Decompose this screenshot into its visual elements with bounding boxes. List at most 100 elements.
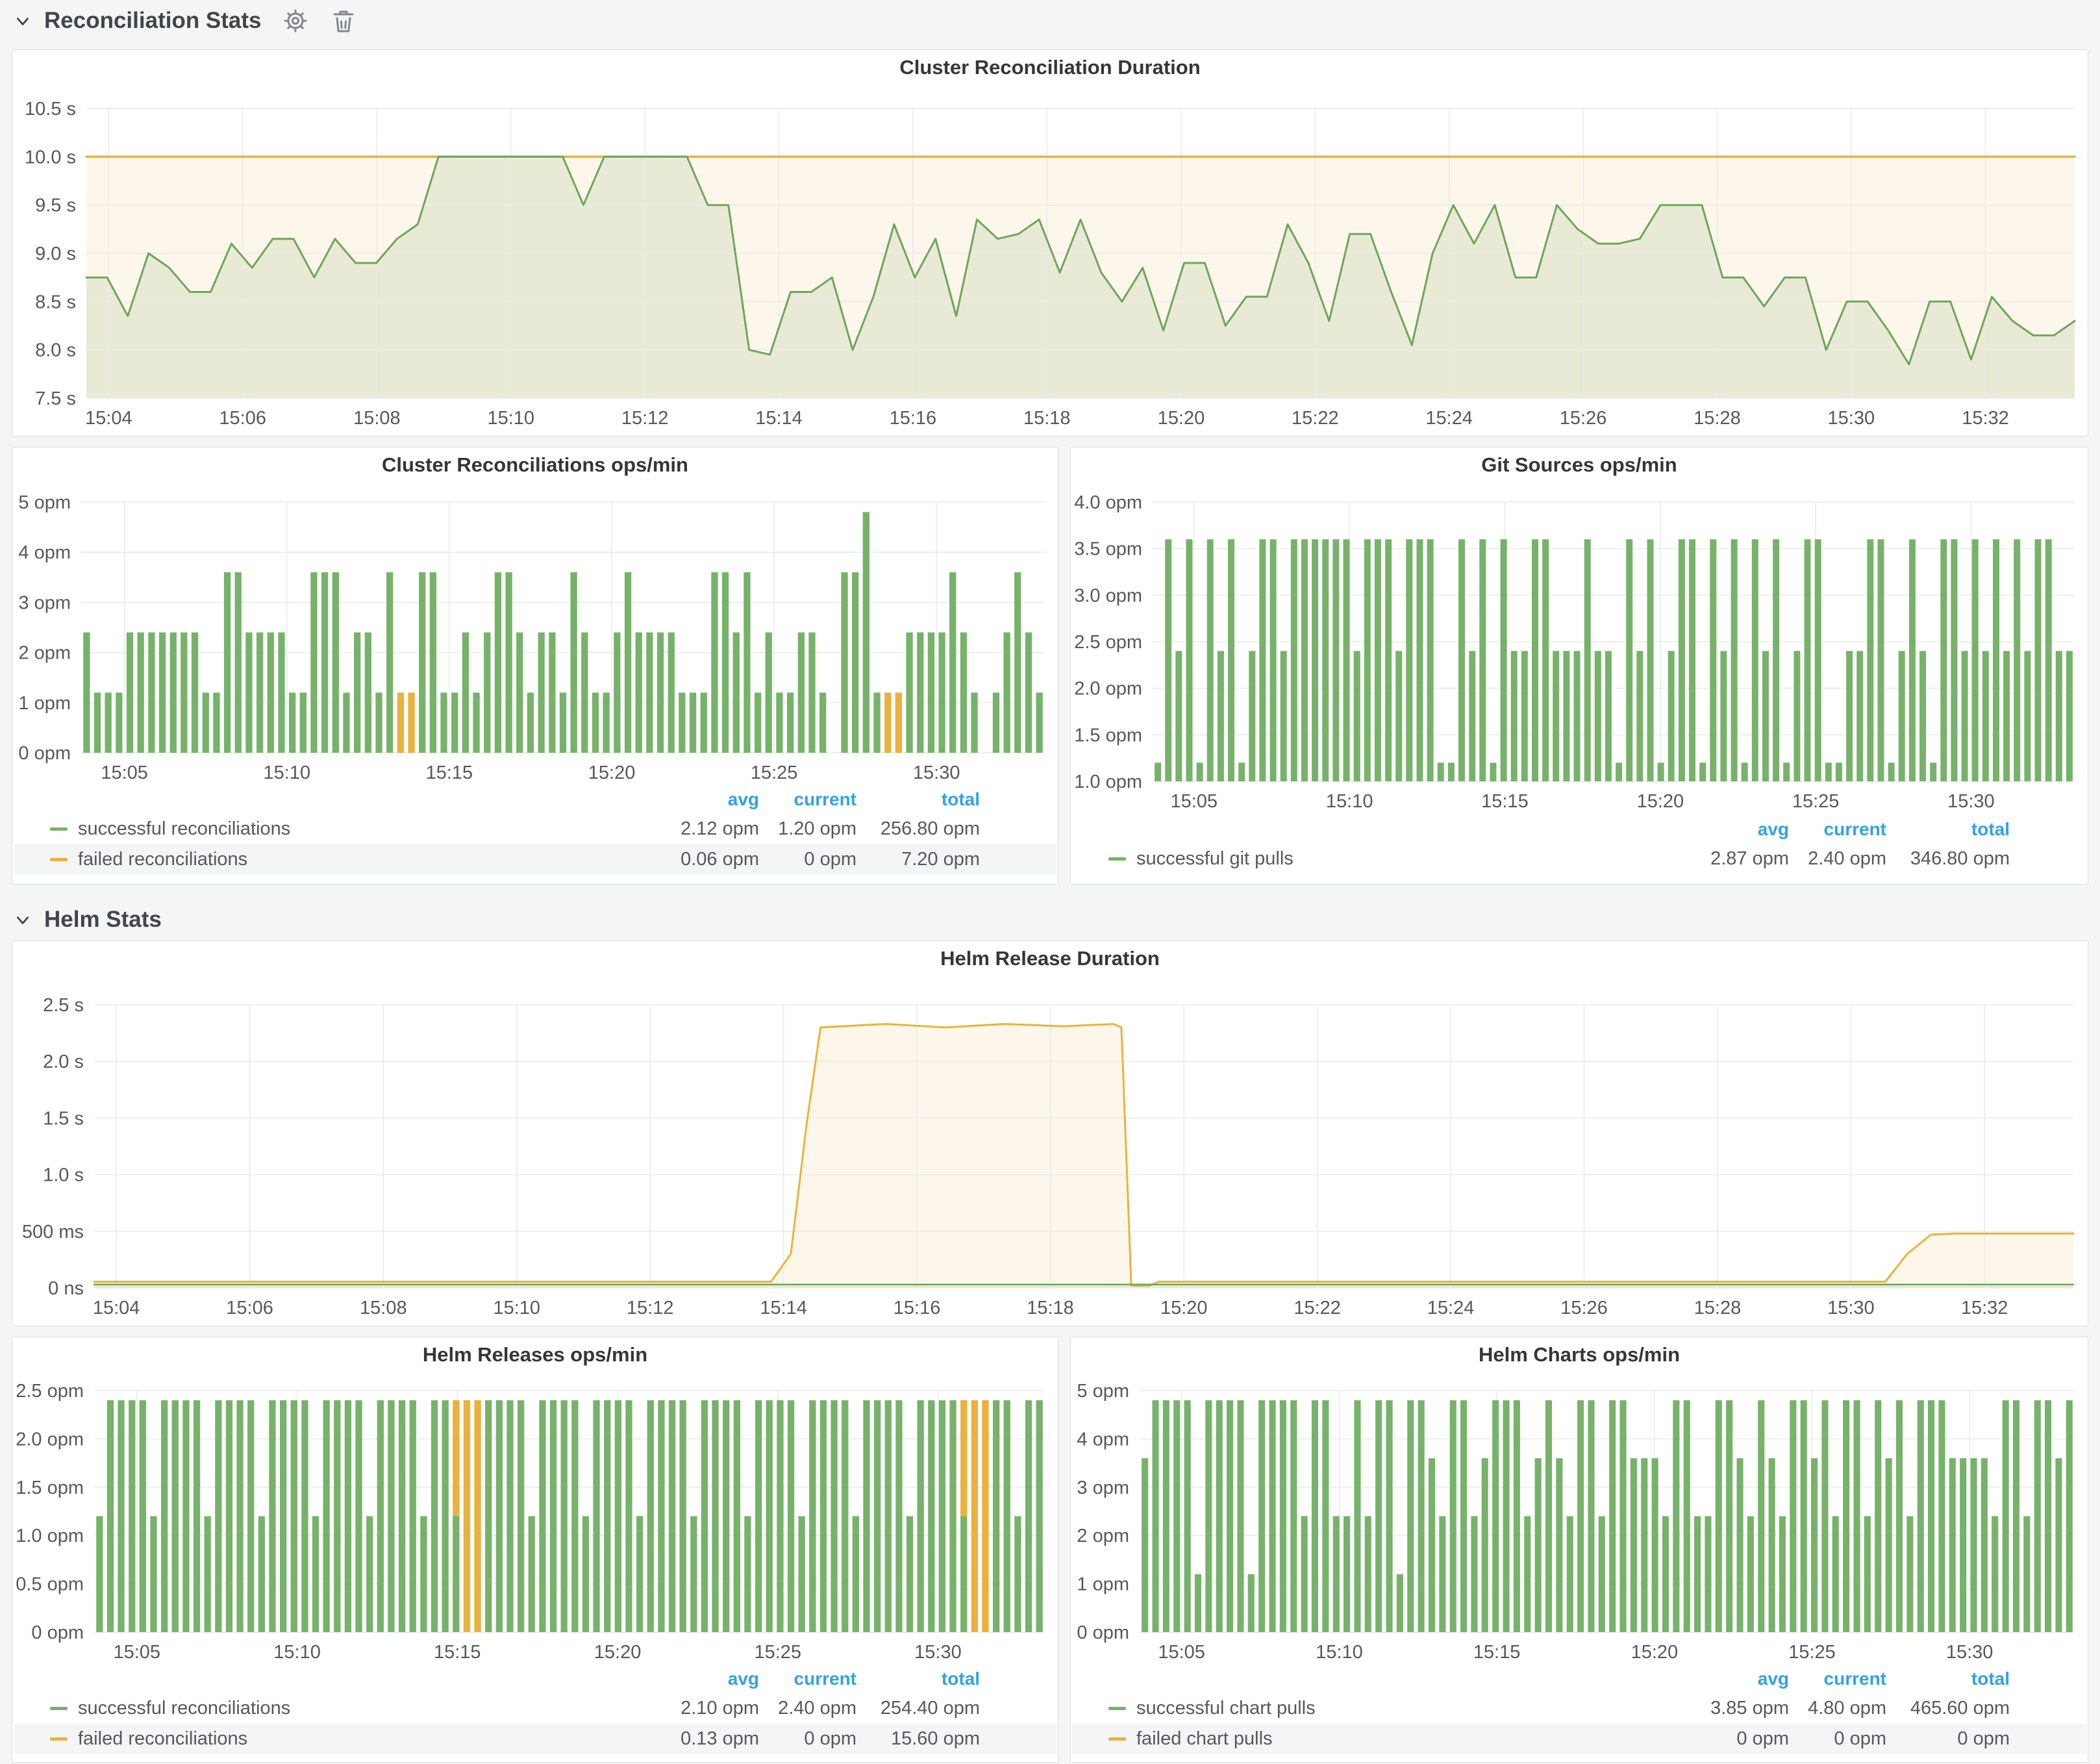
bar — [949, 572, 956, 753]
legend-sort-avg[interactable]: avg — [727, 789, 759, 809]
legend-sort-total[interactable]: total — [1971, 819, 2010, 839]
chart-svg[interactable]: 0 ns 500 ms 1.0 s 1.5 s 2.0 s 2.5 s 15:04 15:06… — [16, 976, 2084, 1322]
legend-series-label[interactable]: failed chart pulls — [1108, 1728, 1692, 1750]
legend-sort-current[interactable]: current — [1823, 819, 1886, 839]
legend-header-row: avg current total — [14, 785, 1056, 814]
bar — [388, 1400, 395, 1632]
bar — [332, 572, 339, 753]
legend-series-label[interactable]: successful chart pulls — [1108, 1698, 1692, 1719]
axis-tick-label: 15:30 — [1827, 1298, 1875, 1318]
legend-value: 0.06 opm — [681, 849, 759, 870]
bar — [399, 1400, 406, 1632]
bar — [1447, 762, 1455, 781]
legend-sort-current[interactable]: current — [1823, 1669, 1886, 1689]
legend-sort-total[interactable]: total — [1971, 1669, 2010, 1689]
bar — [2066, 651, 2073, 781]
chart-cluster-reconciliations-opm[interactable]: 0 opm 1 opm 2 opm 3 opm 4 opm 5 opm 15:05 15:10… — [16, 483, 1054, 787]
panel-title[interactable]: Helm Release Duration — [940, 947, 1160, 970]
chevron-down-icon[interactable] — [14, 911, 31, 928]
bar — [1385, 539, 1392, 781]
bar — [1152, 1400, 1159, 1632]
chart-svg[interactable]: 7.5 s 8.0 s 8.5 s 9.0 s 9.5 s 10.0 s 10.5 s 15:… — [16, 85, 2084, 432]
chevron-down-icon[interactable] — [14, 12, 31, 29]
axis-tick-label: 3 opm — [18, 592, 71, 613]
bar — [2045, 539, 2052, 781]
bar — [777, 1400, 784, 1632]
bar — [1003, 632, 1010, 753]
panel-title[interactable]: Git Sources ops/min — [1481, 453, 1677, 476]
bar — [1908, 539, 1916, 781]
trash-icon[interactable] — [329, 6, 358, 35]
bar — [1279, 1400, 1286, 1632]
bar — [204, 1516, 211, 1632]
bar — [723, 1400, 730, 1632]
chart-svg[interactable]: 0 opm 1 opm 2 opm 3 opm 4 opm 5 opm 15:05 15:10… — [16, 483, 1054, 787]
bar — [193, 1400, 201, 1632]
chart-helm-release-duration[interactable]: 0 ns 500 ms 1.0 s 1.5 s 2.0 s 2.5 s 15:04 15:06… — [16, 976, 2084, 1322]
bar — [484, 632, 491, 753]
axis-tick-label: 3.5 opm — [1075, 539, 1142, 560]
legend-sort-total[interactable]: total — [941, 1669, 980, 1689]
bar — [256, 632, 264, 753]
legend-series-label[interactable]: successful reconciliations — [50, 818, 662, 840]
bar — [1162, 1400, 1169, 1632]
bar — [1877, 539, 1884, 781]
chart-svg[interactable]: 0 opm 1 opm 2 opm 3 opm 4 opm 5 opm 15:05 15:10… — [1075, 1372, 2084, 1666]
bar — [1875, 1400, 1882, 1632]
panel-title[interactable]: Helm Charts ops/min — [1478, 1343, 1681, 1366]
bar — [917, 1400, 924, 1632]
axis-tick-label: 10.5 s — [25, 99, 76, 120]
legend-value: 7.20 opm — [901, 849, 980, 870]
bar — [150, 1516, 157, 1632]
bar — [290, 1400, 297, 1632]
legend-sort-current[interactable]: current — [794, 789, 856, 809]
chart-svg[interactable]: 0 opm 0.5 opm 1.0 opm 1.5 opm 2.0 opm 2.5 opm… — [16, 1372, 1054, 1666]
legend-series-label[interactable]: successful reconciliations — [50, 1698, 662, 1719]
bar — [1906, 1516, 1914, 1632]
chart-helm-charts-opm[interactable]: 0 opm 1 opm 2 opm 3 opm 4 opm 5 opm 15:05 15:10… — [1075, 1372, 2084, 1666]
bar — [278, 632, 285, 753]
chart-svg[interactable]: 1.0 opm 1.5 opm 2.0 opm 2.5 opm 3.0 opm 3.5 o… — [1075, 483, 2084, 815]
section-header-helm-stats[interactable]: Helm Stats — [14, 904, 162, 935]
bar — [1036, 1400, 1043, 1632]
axis-tick-label: 2.0 s — [43, 1052, 84, 1072]
axis-tick-label: 15:28 — [1694, 408, 1741, 429]
panel-title[interactable]: Helm Releases ops/min — [422, 1343, 648, 1366]
bar — [516, 632, 523, 753]
legend-value: 256.80 opm — [880, 818, 980, 839]
legend-series-label[interactable]: successful git pulls — [1108, 848, 1692, 870]
bar — [1835, 762, 1842, 781]
legend-series-label[interactable]: failed reconciliations — [50, 1728, 662, 1750]
legend-sort-avg[interactable]: avg — [727, 1669, 759, 1689]
axis-tick-label: 15:08 — [360, 1298, 407, 1318]
bar — [1542, 539, 1549, 781]
bar — [1258, 1400, 1266, 1632]
legend-sort-total[interactable]: total — [941, 789, 980, 809]
panel-title[interactable]: Cluster Reconciliation Duration — [899, 56, 1201, 79]
panel-title[interactable]: Cluster Reconciliations ops/min — [382, 453, 688, 476]
bar — [1458, 539, 1465, 781]
panel-cluster-reconciliation-duration: Cluster Reconciliation Duration 7.5 s 8.0… — [12, 49, 2088, 436]
legend-sort-current[interactable]: current — [794, 1669, 856, 1689]
chart-helm-releases-opm[interactable]: 0 opm 0.5 opm 1.0 opm 1.5 opm 2.0 opm 2.5 opm… — [16, 1372, 1054, 1666]
bar — [636, 1516, 644, 1632]
axis-tick-label: 0 ns — [48, 1278, 84, 1299]
bar — [158, 632, 166, 753]
bar — [712, 1400, 719, 1632]
legend-value: 254.40 opm — [880, 1698, 980, 1719]
gear-icon[interactable] — [281, 6, 310, 35]
legend-sort-avg[interactable]: avg — [1757, 819, 1789, 839]
bar — [1524, 1516, 1531, 1632]
bar — [581, 632, 588, 753]
bar — [1510, 651, 1518, 781]
axis-tick-label: 15:25 — [754, 1642, 801, 1663]
chart-cluster-reconciliation-duration[interactable]: 7.5 s 8.0 s 8.5 s 9.0 s 9.5 s 10.0 s 10.5 s 15:… — [16, 85, 2084, 432]
section-header-reconciliation-stats[interactable]: Reconciliation Stats — [14, 5, 358, 36]
legend-sort-avg[interactable]: avg — [1757, 1669, 1789, 1689]
axis-tick-label: 15:32 — [1962, 408, 2009, 429]
bar — [1479, 539, 1486, 781]
chart-git-sources-opm[interactable]: 1.0 opm 1.5 opm 2.0 opm 2.5 opm 3.0 opm 3.5 o… — [1075, 483, 2084, 815]
legend-series-label[interactable]: failed reconciliations — [50, 849, 662, 870]
axis-tick-label: 2.5 opm — [1075, 632, 1142, 653]
bar — [1846, 651, 1853, 781]
